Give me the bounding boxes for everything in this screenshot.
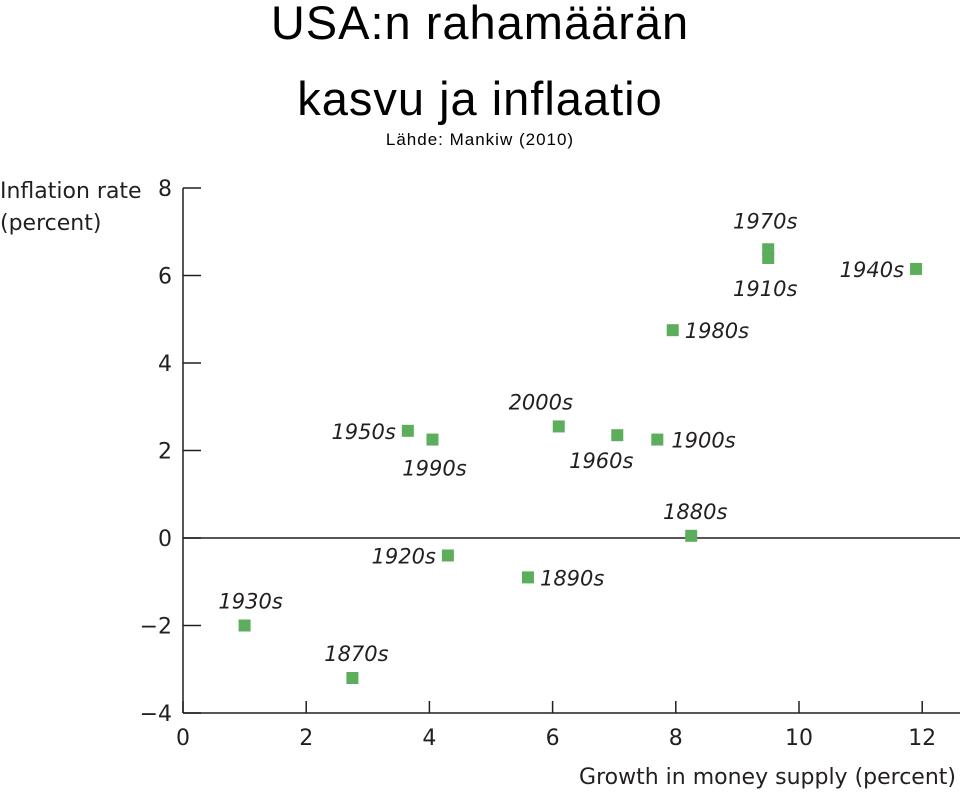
data-point-1870s — [346, 672, 359, 684]
data-point-1880s — [685, 529, 698, 542]
point-label-1870s: 1870s — [324, 642, 388, 666]
chart-points — [238, 243, 923, 684]
data-point-1920s — [441, 549, 454, 562]
data-point-1990s — [426, 433, 439, 446]
x-tick-label: 0 — [176, 726, 190, 751]
y-tick-label: −2 — [140, 615, 172, 640]
page-title-line-1: USA:n rahamäärän — [270, 0, 690, 49]
data-point-1960s — [611, 429, 624, 442]
data-point-1970s — [762, 243, 775, 256]
x-tick-label: 6 — [546, 726, 560, 751]
data-point-1890s — [521, 571, 534, 584]
page-title-line-2: kasvu ja inflaatio — [297, 72, 663, 125]
y-axis-title-line-1: Inflation rate — [0, 179, 142, 204]
point-label-1920s: 1920s — [371, 545, 435, 569]
point-label-1940s: 1940s — [840, 258, 904, 282]
y-tick-label: 2 — [158, 440, 172, 465]
data-point-1950s — [401, 424, 414, 437]
point-label-1910s: 1910s — [733, 277, 797, 301]
x-tick-label: 2 — [299, 726, 313, 751]
x-tick-label: 8 — [669, 726, 683, 751]
point-label-1930s: 1930s — [218, 590, 282, 614]
chart-ticks: −4 −2 0 2 4 6 8 0 2 4 6 8 10 12 — [140, 177, 937, 751]
y-tick-label: 8 — [158, 177, 172, 202]
point-label-1990s: 1990s — [402, 457, 466, 481]
data-point-1940s — [910, 262, 923, 275]
point-label-1970s: 1970s — [733, 209, 797, 233]
source-caption: Lähde: Mankiw (2010) — [385, 130, 575, 149]
point-label-1950s: 1950s — [331, 420, 395, 444]
data-point-2000s — [552, 420, 565, 433]
y-tick-label: 0 — [158, 527, 172, 552]
x-tick-label: 10 — [785, 726, 813, 751]
point-label-1890s: 1890s — [540, 566, 604, 590]
y-tick-label: 6 — [158, 265, 172, 290]
data-point-1930s — [238, 619, 251, 632]
chart-point-labels: 1870s 1880s 1890s 1900s 1910s 1920s 1930s 1940s… — [218, 209, 904, 666]
data-point-1980s — [666, 324, 679, 337]
x-tick-label: 12 — [908, 726, 936, 751]
x-tick-label: 4 — [422, 726, 436, 751]
point-label-2000s: 2000s — [509, 390, 573, 414]
point-label-1980s: 1980s — [685, 319, 749, 343]
y-tick-label: −4 — [140, 702, 172, 727]
y-tick-label: 4 — [158, 352, 172, 377]
point-label-1880s: 1880s — [663, 500, 727, 524]
point-label-1900s: 1900s — [671, 429, 735, 453]
data-point-1900s — [651, 433, 664, 446]
x-axis-title: Growth in money supply (percent) — [579, 765, 956, 790]
y-axis-title-line-2: (percent) — [0, 211, 101, 236]
point-label-1960s: 1960s — [569, 449, 633, 473]
